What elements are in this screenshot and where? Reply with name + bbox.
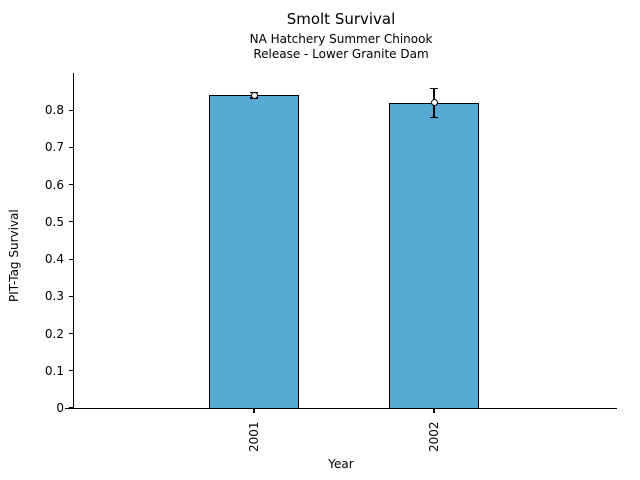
error-bar-cap-top bbox=[430, 87, 438, 89]
x-tick-mark bbox=[433, 409, 435, 414]
bar-2001 bbox=[209, 95, 299, 409]
y-tick-mark bbox=[69, 221, 73, 223]
y-tick-mark bbox=[69, 109, 73, 111]
y-tick-mark bbox=[69, 295, 73, 297]
y-tick-mark bbox=[69, 370, 73, 372]
y-axis-line bbox=[73, 73, 75, 408]
y-tick-label: 0.1 bbox=[44, 363, 64, 378]
y-tick-label: 0.5 bbox=[44, 214, 64, 229]
chart-subtitle-line2: Release - Lower Granite Dam bbox=[253, 47, 429, 61]
x-tick-label: 2001 bbox=[247, 421, 261, 452]
y-tick-mark bbox=[69, 407, 73, 409]
x-axis-title: Year bbox=[328, 457, 354, 471]
y-tick-mark bbox=[69, 184, 73, 186]
x-axis-line bbox=[65, 408, 617, 410]
y-tick-label: 0.4 bbox=[44, 252, 64, 267]
x-tick-mark bbox=[253, 409, 255, 414]
y-tick-mark bbox=[69, 146, 73, 149]
y-tick-label: 0.7 bbox=[44, 140, 64, 155]
data-point-marker bbox=[250, 91, 258, 99]
y-tick-mark bbox=[69, 258, 73, 260]
chart-title: Smolt Survival bbox=[286, 10, 396, 28]
y-tick-label: 0 bbox=[56, 401, 64, 415]
x-tick-label: 2002 bbox=[427, 421, 441, 452]
data-point-marker bbox=[430, 99, 438, 107]
y-tick-label: 0.2 bbox=[44, 326, 64, 341]
error-bar-cap-bottom bbox=[430, 116, 438, 119]
y-tick-label: 0.3 bbox=[44, 289, 64, 304]
y-tick-mark bbox=[69, 332, 73, 335]
y-tick-label: 0.6 bbox=[44, 177, 64, 192]
chart-subtitle-line1: NA Hatchery Summer Chinook bbox=[249, 32, 433, 46]
chart-header: Smolt Survival NA Hatchery Summer Chinoo… bbox=[65, 10, 617, 62]
bar-2002 bbox=[389, 102, 479, 409]
y-tick-label: 0.8 bbox=[44, 103, 64, 118]
